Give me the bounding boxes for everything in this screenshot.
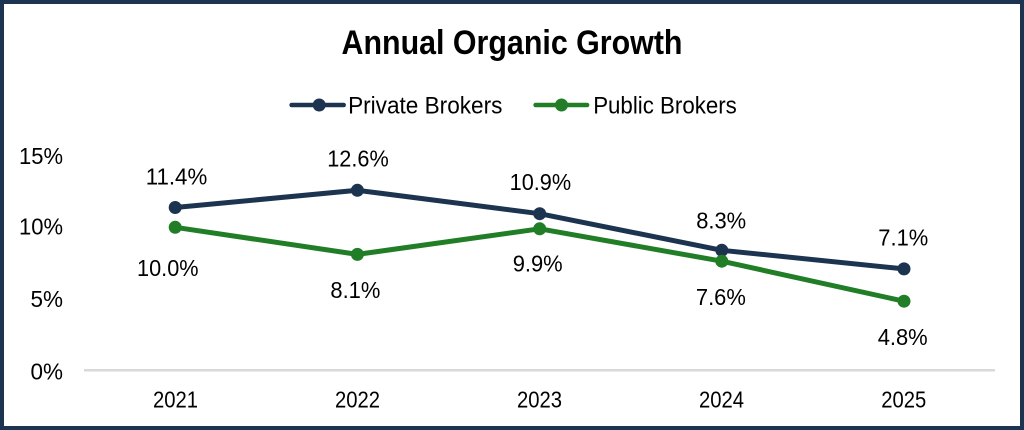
svg-text:4.8%: 4.8% [878,324,928,350]
svg-text:10.9%: 10.9% [510,169,572,195]
svg-text:Private Brokers: Private Brokers [348,92,502,119]
svg-text:2021: 2021 [153,386,198,412]
svg-text:7.1%: 7.1% [878,225,928,251]
svg-text:2024: 2024 [699,386,744,412]
svg-text:10%: 10% [19,214,63,240]
svg-text:2023: 2023 [517,386,562,412]
svg-text:9.9%: 9.9% [513,251,563,277]
svg-text:Annual Organic Growth: Annual Organic Growth [342,24,683,62]
svg-text:0%: 0% [31,359,64,385]
svg-text:12.6%: 12.6% [327,145,389,171]
svg-text:8.1%: 8.1% [330,277,380,303]
svg-text:5%: 5% [31,286,64,312]
svg-text:10.0%: 10.0% [137,255,199,281]
svg-text:2025: 2025 [881,386,926,412]
svg-text:8.3%: 8.3% [696,208,746,234]
svg-text:Public Brokers: Public Brokers [593,92,737,119]
svg-text:15%: 15% [19,143,63,169]
svg-text:7.6%: 7.6% [696,284,746,310]
svg-text:11.4%: 11.4% [146,163,208,189]
svg-text:2022: 2022 [335,386,380,412]
